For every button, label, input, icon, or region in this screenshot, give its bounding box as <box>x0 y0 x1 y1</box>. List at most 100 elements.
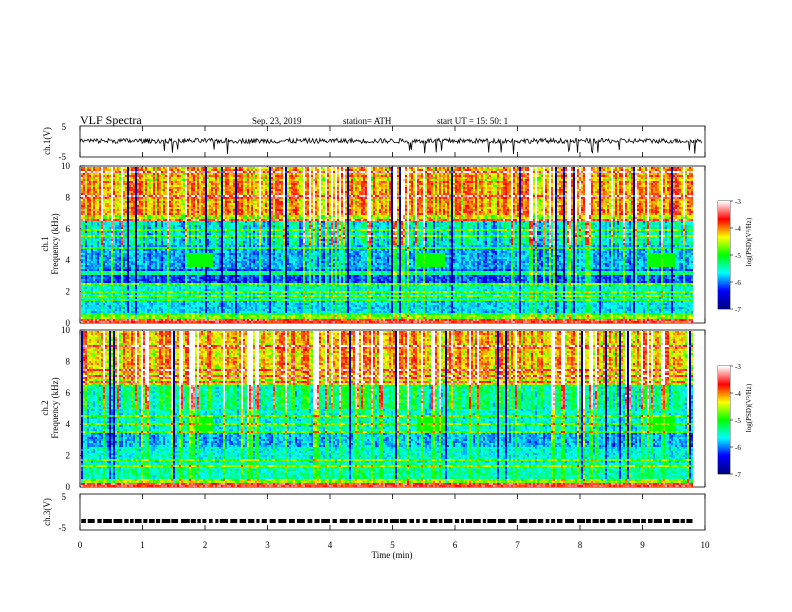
ch3-pulse <box>155 519 161 523</box>
ch3-pulse <box>599 519 605 523</box>
ch3-pulse <box>565 519 575 523</box>
ch2-prefix-label: ch.2 <box>40 400 50 415</box>
station-label: station= ATH <box>343 116 392 126</box>
colorbar-tick-label: -3 <box>735 198 741 206</box>
time-tick-label: 2 <box>203 540 208 550</box>
ch3-pulse <box>296 519 305 523</box>
ch3-voltage-frame <box>79 493 706 531</box>
ch1-voltage-yaxis: 5 -5 <box>59 122 67 162</box>
ch3-pulse <box>357 519 364 523</box>
ch3-pulse <box>87 519 95 523</box>
colorbar-tick-label: -7 <box>735 471 741 479</box>
ch3-pulse <box>230 519 238 523</box>
ch3-pulse <box>278 519 287 523</box>
ch3-pulse <box>623 519 632 523</box>
ch3-pulse <box>377 519 383 523</box>
ch3-pulse <box>487 519 497 523</box>
date-label: Sep. 23, 2019 <box>252 116 302 126</box>
ch3-pulse <box>130 519 134 523</box>
ch1-colorbar <box>718 201 730 309</box>
ch3-pulse <box>202 519 207 523</box>
frequency-tick-label: 6 <box>66 224 71 234</box>
ch3-pulse <box>416 519 420 523</box>
frequency-tick-label: 0 <box>66 482 71 492</box>
time-tick-label: 4 <box>328 540 333 550</box>
time-tick-label: 9 <box>640 540 645 550</box>
ch3-pulse <box>81 519 86 523</box>
ch3-pulse <box>438 519 443 523</box>
ch3-pulse <box>497 519 506 523</box>
ch3-pulse <box>288 519 295 523</box>
ch3-pulse <box>618 519 622 523</box>
time-tick-label: 5 <box>390 540 395 550</box>
ch3-pulse <box>103 519 112 523</box>
ch2-spectrogram-heatmap <box>80 330 693 487</box>
ch3-pulse <box>134 519 142 523</box>
time-tick-label: 10 <box>701 540 711 550</box>
ch3-pulse <box>664 519 670 523</box>
colorbar-tick-label: -6 <box>735 279 741 287</box>
frequency-tick-label: 2 <box>66 287 71 297</box>
frequency-tick-label: 2 <box>66 451 71 461</box>
time-tick-label: 0 <box>78 540 83 550</box>
frequency-tick-label: 10 <box>61 161 71 171</box>
ch2-colorbar-label: log(PSD)(V²/Hz) <box>745 383 753 432</box>
ch3-pulse <box>653 519 662 523</box>
frequency-tick-label: 8 <box>66 356 71 366</box>
colorbar-tick-label: -5 <box>735 417 741 425</box>
time-tick-label: 8 <box>578 540 583 550</box>
ch3-pulse <box>314 519 320 523</box>
ch3-pulse <box>261 519 267 523</box>
colorbar-tick-label: -7 <box>735 306 741 314</box>
ch3-pulse <box>422 519 428 523</box>
start-time-label: start UT = 15: 50: 1 <box>437 116 508 126</box>
ch3-pulse <box>148 519 155 523</box>
ch3-pulse <box>409 519 415 523</box>
ch1-ytick-bottom: -5 <box>59 152 67 162</box>
ch3-pulse <box>686 519 693 523</box>
ch3-pulse <box>519 519 528 523</box>
ch3-pulse <box>592 519 599 523</box>
ch1-prefix-label: ch.1 <box>40 236 50 251</box>
ch3-pulse <box>557 519 563 523</box>
time-tick-label: 6 <box>453 540 458 550</box>
ch3-pulse <box>672 519 680 523</box>
frequency-tick-label: 4 <box>66 255 71 265</box>
ch3-pulse <box>528 519 537 523</box>
ch3-pulse <box>465 519 473 523</box>
ch3-pulse <box>444 519 453 523</box>
ch3-pulse <box>551 519 556 523</box>
ch2-frequency-ylabel: Frequency (kHz) <box>50 377 60 438</box>
ch3-pulse <box>97 519 102 523</box>
ch3-pulse <box>454 519 460 523</box>
ch3-pulse <box>482 519 486 523</box>
ch3-pulse <box>372 519 376 523</box>
ch3-pulse <box>365 519 372 523</box>
ch3-pulse <box>349 519 355 523</box>
ch3-pulse <box>538 519 544 523</box>
ch3-pulse <box>269 519 276 523</box>
time-tick-label: 1 <box>140 540 145 550</box>
ch3-pulse <box>248 519 255 523</box>
time-xlabel: Time (min) <box>372 550 413 560</box>
ch3-pulse <box>632 519 640 523</box>
time-tick-label: 3 <box>265 540 270 550</box>
frequency-tick-label: 4 <box>66 419 71 429</box>
ch1-ytick-top: 5 <box>62 122 67 132</box>
colorbar-tick-label: -6 <box>735 444 741 452</box>
colorbar-tick-label: -4 <box>735 225 741 233</box>
ch3-pulse <box>143 519 148 523</box>
ch1-colorbar-label: log(PSD)(V²/Hz) <box>745 217 753 266</box>
frequency-tick-label: 6 <box>66 388 71 398</box>
ch3-pulse <box>209 519 213 523</box>
ch3-pulse <box>124 519 129 523</box>
ch3-pulse <box>384 519 388 523</box>
ch3-pulse <box>180 519 190 523</box>
ch1-voltage-trace <box>79 136 703 155</box>
ch3-pulse <box>399 519 407 523</box>
ch3-voltage-trace <box>81 519 693 523</box>
ch3-pulse <box>113 519 123 523</box>
ch3-pulse <box>586 519 591 523</box>
ch3-pulse <box>680 519 685 523</box>
